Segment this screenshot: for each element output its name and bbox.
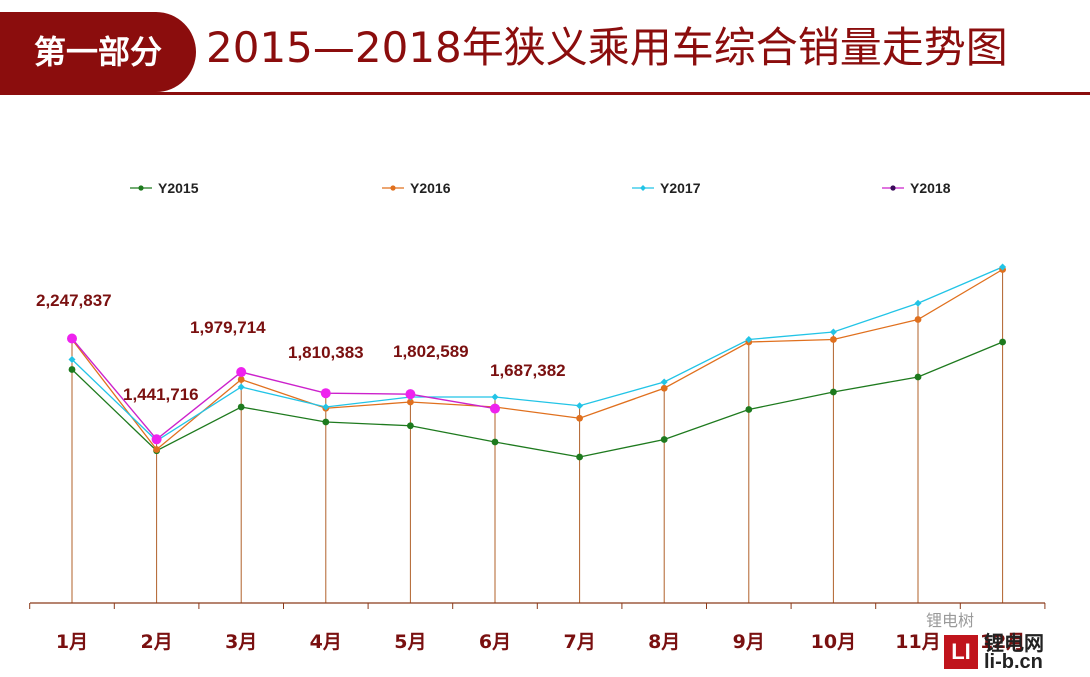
marker-y2017 xyxy=(829,328,837,336)
series-line-y2015 xyxy=(71,341,1003,458)
marker-y2018 xyxy=(236,367,247,378)
marker-y2015 xyxy=(407,422,414,430)
x-tick-label: 4月 xyxy=(310,631,342,653)
marker-y2017 xyxy=(491,393,499,401)
series-line-y2016 xyxy=(71,268,1003,451)
x-tick-label: 2月 xyxy=(140,631,172,653)
header-divider xyxy=(0,92,1090,95)
marker-y2016 xyxy=(660,384,668,392)
marker-y2015 xyxy=(830,388,837,396)
site-logo-icon: LI xyxy=(944,635,978,669)
marker-y2017 xyxy=(576,402,584,410)
series-lines xyxy=(71,266,1003,458)
section-badge: 第一部分 xyxy=(0,12,196,92)
marker-y2017 xyxy=(914,299,922,307)
marker-y2015 xyxy=(745,406,753,413)
x-tick-label: 12月 xyxy=(980,631,1025,653)
series-line-y2017 xyxy=(71,266,1003,442)
marker-y2015 xyxy=(576,453,583,461)
legend-label-y2018: Y2018 xyxy=(910,180,951,196)
legend-marker xyxy=(890,185,896,191)
marker-y2016 xyxy=(830,336,837,343)
data-label: 1,687,382 xyxy=(490,361,566,380)
marker-y2018 xyxy=(490,403,500,414)
legend-marker xyxy=(138,185,144,191)
marker-y2015 xyxy=(914,373,922,381)
marker-y2018 xyxy=(67,333,77,344)
marker-y2016 xyxy=(237,376,245,383)
x-tick-label: 11月 xyxy=(895,631,940,653)
legend: Y2015 Y2016 Y2017 Y2018 xyxy=(130,180,951,196)
marker-y2017 xyxy=(68,356,76,363)
data-label: 1,802,589 xyxy=(393,342,469,361)
marker-y2016 xyxy=(914,316,922,323)
marker-y2016 xyxy=(153,446,161,453)
legend-marker xyxy=(390,185,396,191)
legend-label-y2016: Y2016 xyxy=(410,180,451,196)
marker-y2015 xyxy=(491,438,499,446)
x-tick-label: 10月 xyxy=(811,631,856,653)
site-url: li-b.cn xyxy=(984,651,1043,673)
data-label: 1,441,716 xyxy=(123,385,199,404)
marker-y2016 xyxy=(576,414,583,422)
marker-y2016 xyxy=(407,398,414,406)
data-labels: 2,247,837 1,441,716 1,979,714 1,810,383 1,80… xyxy=(36,291,566,404)
data-label: 2,247,837 xyxy=(36,291,112,310)
marker-y2015 xyxy=(999,338,1006,346)
legend-label-y2015: Y2015 xyxy=(158,180,199,196)
marker-y2017 xyxy=(999,263,1007,271)
x-tick-labels: 1月 2月 3月 4月 5月 6月 7月 8月 9月 10月 11月 12月 xyxy=(56,631,1025,653)
x-tick-label: 1月 xyxy=(56,631,88,653)
x-tick-label: 5月 xyxy=(394,631,426,653)
wechat-watermark-text: 锂电树 xyxy=(926,611,975,630)
marker-y2017 xyxy=(237,383,245,391)
x-tick-label: 3月 xyxy=(225,631,257,653)
marker-y2018 xyxy=(151,434,162,445)
legend-marker xyxy=(640,185,646,191)
x-tick-label: 6月 xyxy=(479,631,511,653)
site-name: 锂电网 xyxy=(984,631,1044,655)
marker-y2018 xyxy=(405,389,416,400)
data-label: 1,979,714 xyxy=(190,318,266,337)
series-markers xyxy=(67,263,1007,461)
marker-y2015 xyxy=(660,436,668,443)
x-axis xyxy=(29,602,1046,609)
marker-y2017 xyxy=(660,378,668,386)
legend-label-y2017: Y2017 xyxy=(660,180,701,196)
marker-y2015 xyxy=(237,403,245,411)
marker-y2017 xyxy=(322,403,330,411)
marker-y2018 xyxy=(320,388,331,399)
data-label: 1,810,383 xyxy=(288,343,364,362)
marker-y2015 xyxy=(68,366,76,373)
x-tick-label: 8月 xyxy=(648,631,680,653)
x-tick-label: 9月 xyxy=(733,631,765,653)
x-tick-label: 7月 xyxy=(563,631,595,653)
page-title: 2015—2018年狭义乘用车综合销量走势图 xyxy=(206,23,1008,72)
header: 第一部分 2015—2018年狭义乘用车综合销量走势图 xyxy=(0,0,1090,96)
marker-y2017 xyxy=(745,336,753,343)
series-line-y2018 xyxy=(71,338,496,441)
marker-y2015 xyxy=(322,418,330,426)
watermark: 锂电树 LI 锂电网 li-b.cn xyxy=(926,611,1084,677)
